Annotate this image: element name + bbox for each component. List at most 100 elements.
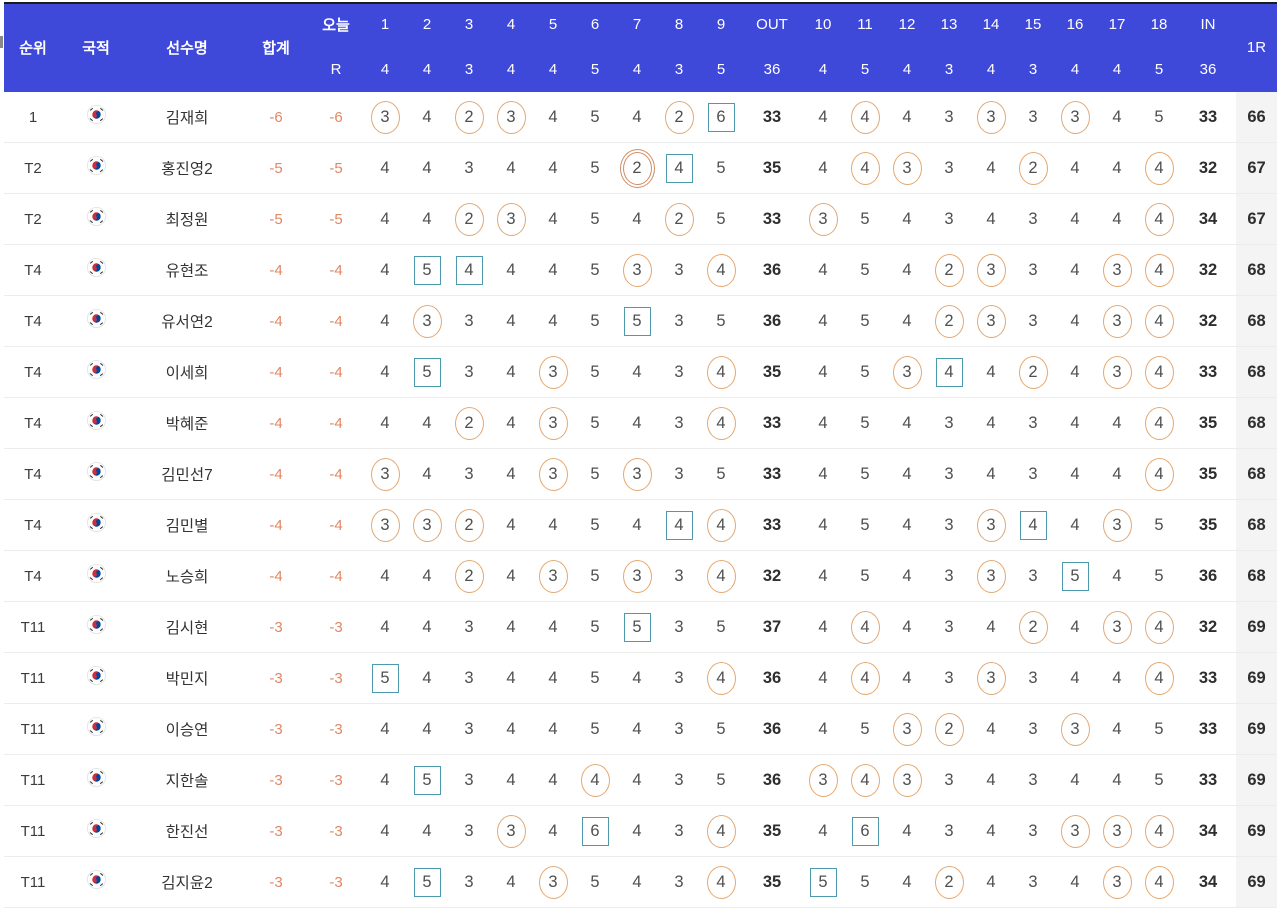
hole-header-3: 3 <box>448 2 490 47</box>
hole-score: 4 <box>380 158 390 177</box>
nationality-cell <box>62 346 130 398</box>
hole-score: 4 <box>1112 107 1122 126</box>
hole-score-cell: 5 <box>844 448 886 500</box>
hole-score: 2 <box>1018 610 1048 644</box>
hole-score-cell: 3 <box>1012 448 1054 500</box>
total-score: -5 <box>244 193 308 245</box>
hole-score: 4 <box>1112 209 1122 228</box>
hole-score: 3 <box>1028 260 1038 279</box>
hole-score-cell: 3 <box>928 652 970 704</box>
today-score: -3 <box>308 856 364 908</box>
hole-score-cell: 4 <box>490 856 532 908</box>
hole-score-cell: 2 <box>928 856 970 908</box>
hole-score: 2 <box>1018 151 1048 185</box>
hole-score: 5 <box>1061 561 1089 591</box>
hole-score-cell: 4 <box>844 652 886 704</box>
hole-score-cell: 4 <box>1138 601 1180 653</box>
hole-score-cell: 3 <box>490 193 532 245</box>
player-row: T11 이승연 -3 -3 4 4 3 4 4 5 4 3 5 36 4 5 3 2 4 3 3 4 5 33 69 <box>4 703 1277 755</box>
hole-score-cell: 5 <box>574 193 616 245</box>
col-header-player: 선수명 <box>130 2 244 92</box>
total-score: -4 <box>244 499 308 551</box>
player-name[interactable]: 이승연 <box>130 703 244 755</box>
hole-score: 3 <box>538 355 568 389</box>
hole-score: 5 <box>1154 770 1164 789</box>
hole-score-cell: 4 <box>658 142 700 194</box>
hole-score-cell: 4 <box>700 652 742 704</box>
player-name[interactable]: 이세희 <box>130 346 244 398</box>
hole-score-cell: 2 <box>928 295 970 347</box>
hole-score: 4 <box>1144 304 1174 338</box>
hole-score: 4 <box>818 617 828 636</box>
hole-score-cell: 4 <box>1138 448 1180 500</box>
player-name[interactable]: 노승희 <box>130 550 244 602</box>
hole-score-cell: 4 <box>490 448 532 500</box>
hole-score-cell: 2 <box>928 703 970 755</box>
player-name[interactable]: 홍진영2 <box>130 142 244 194</box>
par-header-8: 3 <box>658 47 700 92</box>
hole-score-cell: 4 <box>802 346 844 398</box>
player-name[interactable]: 유서연2 <box>130 295 244 347</box>
hole-score-cell: 4 <box>844 142 886 194</box>
player-name[interactable]: 박혜준 <box>130 397 244 449</box>
hole-score: 5 <box>590 719 600 738</box>
hole-score-cell: 4 <box>658 499 700 551</box>
hole-score-cell: 4 <box>802 142 844 194</box>
rank-cell: T2 <box>4 193 62 245</box>
hole-score-cell: 2 <box>448 92 490 143</box>
hole-score: 3 <box>1060 100 1090 134</box>
hole-score-cell: 3 <box>1012 295 1054 347</box>
col-header-round: 1R <box>1236 2 1277 92</box>
nationality-cell <box>62 142 130 194</box>
player-name[interactable]: 김시현 <box>130 601 244 653</box>
nationality-cell <box>62 244 130 296</box>
hole-score: 2 <box>1018 355 1048 389</box>
hole-score-cell: 3 <box>658 346 700 398</box>
player-name[interactable]: 박민지 <box>130 652 244 704</box>
player-name[interactable]: 김민선7 <box>130 448 244 500</box>
player-name[interactable]: 최정원 <box>130 193 244 245</box>
hole-score: 6 <box>581 816 609 846</box>
hole-score-cell: 2 <box>448 499 490 551</box>
hole-score-cell: 4 <box>532 601 574 653</box>
player-name[interactable]: 김재희 <box>130 92 244 143</box>
in-score: 32 <box>1180 601 1236 653</box>
rank-cell: T4 <box>4 499 62 551</box>
hole-score: 3 <box>674 668 684 687</box>
par-header-10: 4 <box>802 47 844 92</box>
player-name[interactable]: 한진선 <box>130 805 244 857</box>
hole-score-cell: 2 <box>1012 346 1054 398</box>
player-name[interactable]: 김민별 <box>130 499 244 551</box>
hole-score: 3 <box>464 770 474 789</box>
hole-score: 4 <box>632 209 642 228</box>
nationality-cell <box>62 550 130 602</box>
rank-cell: T4 <box>4 550 62 602</box>
hole-score-cell: 3 <box>616 244 658 296</box>
player-name[interactable]: 유현조 <box>130 244 244 296</box>
hole-score-cell: 4 <box>700 856 742 908</box>
hole-score: 4 <box>818 362 828 381</box>
player-name[interactable]: 지한솔 <box>130 754 244 806</box>
hole-score: 3 <box>976 559 1006 593</box>
player-row: T4 김민선7 -4 -4 3 4 3 4 3 5 3 3 5 33 4 5 4 3 4 3 4 4 4 35 68 <box>4 448 1277 500</box>
hole-score: 4 <box>850 100 880 134</box>
in-score: 33 <box>1180 92 1236 143</box>
hole-score: 4 <box>380 311 390 330</box>
hole-score: 3 <box>622 253 652 287</box>
hole-score: 3 <box>976 304 1006 338</box>
hole-score-cell: 4 <box>1096 397 1138 449</box>
player-row: T4 유현조 -4 -4 4 5 4 4 4 5 3 3 4 36 4 5 4 2 3 3 4 3 4 32 68 <box>4 244 1277 296</box>
kr-flag-icon <box>86 818 107 839</box>
hole-score: 4 <box>1070 872 1080 891</box>
par-header-4: 4 <box>490 47 532 92</box>
hole-score: 4 <box>706 253 736 287</box>
out-score: 36 <box>742 652 802 704</box>
today-score: -4 <box>308 448 364 500</box>
hole-score-cell: 4 <box>1054 142 1096 194</box>
player-name[interactable]: 김지윤2 <box>130 856 244 908</box>
hole-score-cell: 4 <box>616 193 658 245</box>
round-score: 68 <box>1236 499 1277 551</box>
hole-score-cell: 4 <box>616 703 658 755</box>
hole-score: 3 <box>944 617 954 636</box>
